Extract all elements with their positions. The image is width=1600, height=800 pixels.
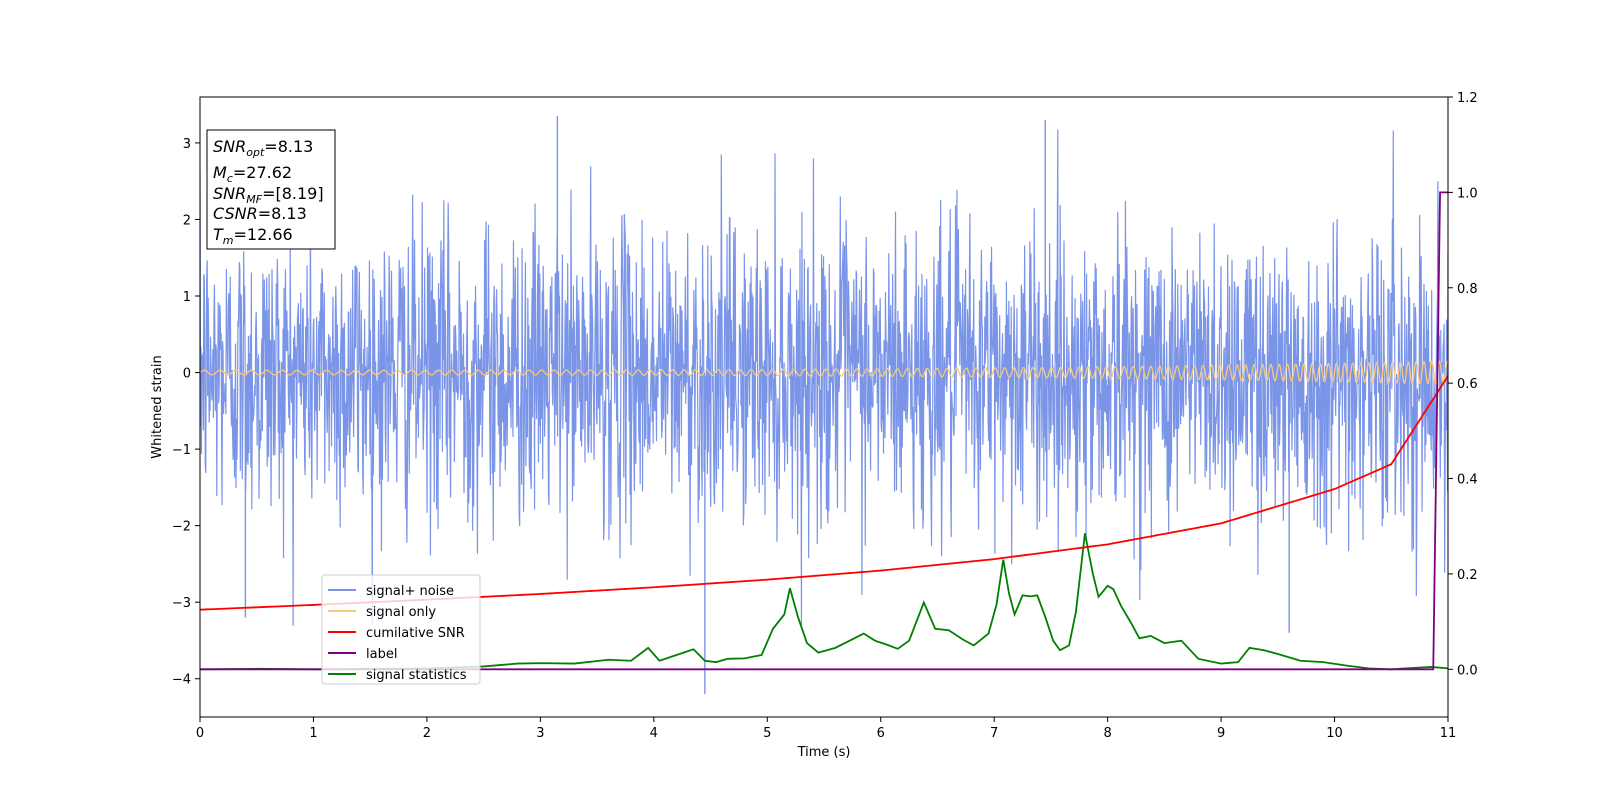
x-tick-label: 6: [877, 726, 885, 741]
y-tick-label: −4: [172, 673, 191, 688]
signal-plus-noise-line: [200, 129, 1448, 627]
y-right-tick-label: 0.0: [1457, 663, 1478, 678]
series-line-signal-statistics: [200, 533, 1448, 671]
legend-entry: signal statistics: [366, 668, 467, 683]
legend: signal+ noise signal only cumilative SNR la…: [321, 574, 481, 685]
series-line-label: [200, 191, 1448, 671]
y-tick-label: 1: [183, 290, 191, 305]
x-tick-label: 7: [990, 726, 998, 741]
x-tick-label: 0: [196, 726, 204, 741]
y-right-tick-label: 0.8: [1457, 282, 1478, 297]
y-tick-label: −1: [172, 443, 191, 458]
legend-entry: label: [366, 647, 397, 662]
y-right-tick-label: 0.2: [1457, 568, 1478, 583]
legend-entry: cumilative SNR: [366, 626, 465, 641]
x-tick-label: 11: [1440, 726, 1457, 741]
x-tick-label: 10: [1326, 726, 1343, 741]
info-chirp-mass: Mc=27.62: [213, 163, 292, 185]
y-right-tick-label: 0.6: [1457, 377, 1478, 392]
info-snr-mf: SNRMF=[8.19]: [213, 184, 324, 206]
y-right-tick-label: 1.0: [1457, 186, 1478, 201]
y-tick-label: 0: [183, 367, 191, 382]
info-box: SNRopt=8.13 Mc=27.62 SNRMF=[8.19] CSNR=8…: [206, 129, 336, 250]
y-tick-label: 3: [183, 137, 191, 152]
y-right-tick-label: 0.4: [1457, 473, 1478, 488]
signal-only-line: [200, 360, 1448, 385]
y-tick-label: −2: [172, 520, 191, 535]
info-csnr: CSNR=8.13: [213, 204, 307, 223]
x-tick-label: 2: [423, 726, 431, 741]
y-tick-label: 2: [183, 213, 191, 228]
series-signal-only: [200, 360, 1448, 385]
y-right-tick-label: 1.2: [1457, 91, 1478, 106]
x-axis: 0 1 2 3 4 5 6 7 8 9 10 11: [196, 717, 1456, 741]
legend-entry: signal+ noise: [366, 584, 454, 599]
info-snr-opt: SNRopt=8.13: [213, 137, 313, 159]
legend-entry: signal only: [366, 605, 436, 620]
x-tick-label: 8: [1103, 726, 1111, 741]
x-axis-label: Time (s): [797, 745, 851, 760]
y-axis-left: −4 −3 −2 −1 0 1 2 3: [172, 137, 200, 688]
x-tick-label: 3: [536, 726, 544, 741]
info-box-frame: [206, 129, 336, 250]
x-tick-label: 5: [763, 726, 771, 741]
plot-frame: [199, 96, 1449, 718]
y-axis-label: Whitened strain: [150, 355, 165, 458]
x-tick-label: 9: [1217, 726, 1225, 741]
y-axis-right: 0.0 0.2 0.4 0.6 0.8 1.0 1.2: [1448, 91, 1478, 678]
legend-frame: [321, 574, 481, 685]
info-tm: Tm=12.66: [213, 225, 293, 247]
y-tick-label: −3: [172, 596, 191, 611]
x-tick-label: 1: [309, 726, 317, 741]
x-tick-label: 4: [650, 726, 658, 741]
